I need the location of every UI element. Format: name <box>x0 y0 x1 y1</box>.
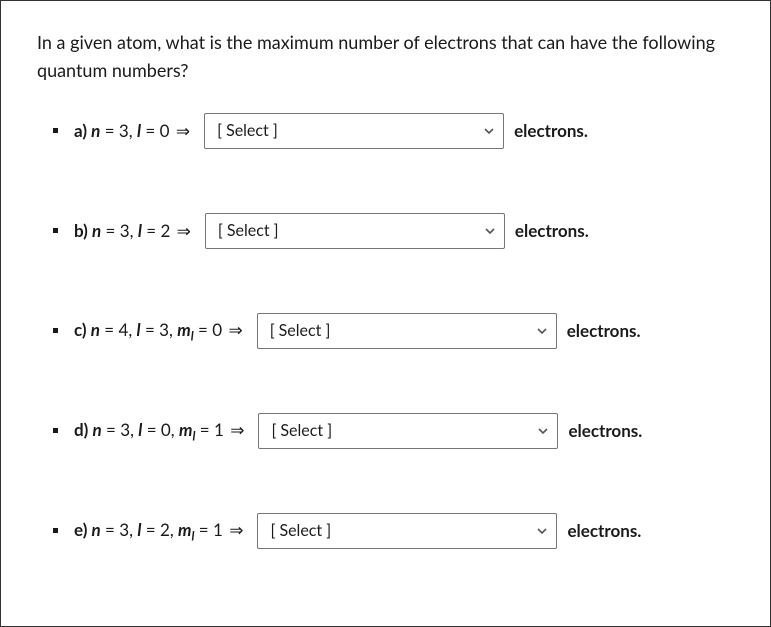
bullet-icon <box>53 528 58 533</box>
select-placeholder: [ Select ] <box>270 521 331 540</box>
option-row: b) n = 3, l = 2 ⇒ [ Select ] electrons. <box>53 213 734 249</box>
chevron-down-icon <box>536 525 548 537</box>
option-label: c) n = 4, l = 3, ml = 0 ⇒ <box>74 319 247 343</box>
units-label: electrons. <box>567 320 641 341</box>
answer-select[interactable]: [ Select ] <box>257 313 557 349</box>
option-row: a) n = 3, l = 0 ⇒ [ Select ] electrons. <box>53 113 734 149</box>
question-stem: In a given atom, what is the maximum num… <box>37 29 734 85</box>
units-label: electrons. <box>515 220 589 241</box>
chevron-down-icon <box>536 325 548 337</box>
select-placeholder: [ Select ] <box>217 121 278 140</box>
chevron-down-icon <box>484 225 496 237</box>
bullet-icon <box>53 128 58 133</box>
option-label: a) n = 3, l = 0 ⇒ <box>74 120 194 142</box>
options-list: a) n = 3, l = 0 ⇒[ Select ]electrons.b) … <box>37 113 734 549</box>
option-row: c) n = 4, l = 3, ml = 0 ⇒ [ Select ] elect… <box>53 313 734 349</box>
bullet-icon <box>53 328 58 333</box>
answer-select[interactable]: [ Select ] <box>204 113 504 149</box>
chevron-down-icon <box>483 125 495 137</box>
question-card: In a given atom, what is the maximum num… <box>0 0 771 627</box>
option-label: b) n = 3, l = 2 ⇒ <box>74 220 195 242</box>
units-label: electrons. <box>567 520 641 541</box>
chevron-down-icon <box>537 425 549 437</box>
bullet-icon <box>53 428 58 433</box>
option-row: d) n = 3, l = 0, ml = 1 ⇒ [ Select ] elect… <box>53 413 734 449</box>
select-placeholder: [ Select ] <box>218 221 279 240</box>
select-placeholder: [ Select ] <box>270 321 331 340</box>
units-label: electrons. <box>568 420 642 441</box>
select-placeholder: [ Select ] <box>271 421 332 440</box>
answer-select[interactable]: [ Select ] <box>258 413 558 449</box>
option-label: e) n = 3, l = 2, ml = 1 ⇒ <box>74 519 247 543</box>
answer-select[interactable]: [ Select ] <box>257 513 557 549</box>
bullet-icon <box>53 228 58 233</box>
answer-select[interactable]: [ Select ] <box>205 213 505 249</box>
option-label: d) n = 3, l = 0, ml = 1 ⇒ <box>74 419 248 443</box>
option-row: e) n = 3, l = 2, ml = 1 ⇒ [ Select ] elect… <box>53 513 734 549</box>
units-label: electrons. <box>514 120 588 141</box>
